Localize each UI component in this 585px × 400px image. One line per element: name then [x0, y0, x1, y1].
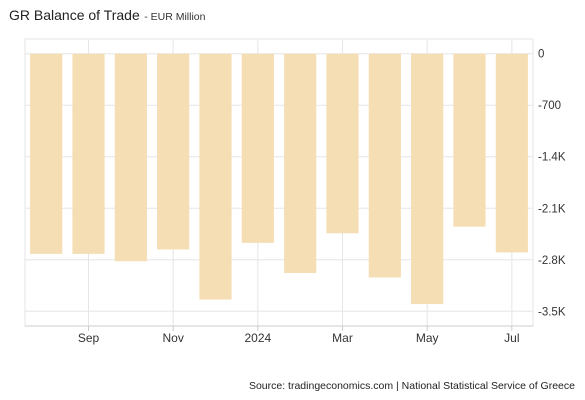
y-tick-label: -2.1K	[538, 203, 566, 215]
bar	[495, 53, 528, 253]
chart-title: GR Balance of Trade	[9, 7, 140, 23]
y-tick-label: -1.4K	[538, 152, 566, 164]
x-tick-label: Nov	[162, 331, 183, 345]
x-tick-label: Sep	[78, 331, 100, 345]
x-tick-label: May	[416, 331, 439, 345]
x-tick-label: 2024	[244, 331, 271, 345]
bar	[199, 53, 232, 300]
bar	[453, 53, 486, 227]
bar	[241, 53, 274, 243]
bar	[326, 53, 359, 234]
y-tick-label: 0	[538, 49, 544, 61]
bar	[368, 53, 401, 278]
bar	[72, 53, 105, 254]
x-tick-label: Mar	[332, 331, 353, 345]
bar	[157, 53, 190, 250]
source-caption: Source: tradingeconomics.com | National …	[248, 380, 575, 392]
chart-subtitle: EUR Million	[150, 11, 206, 23]
y-tick-label: -2.8K	[538, 255, 566, 267]
bar	[284, 53, 317, 274]
y-tick-label: -700	[538, 100, 561, 112]
bar	[114, 53, 147, 262]
x-tick-label: Jul	[504, 331, 519, 345]
chart-title-row: GR Balance of Trade - EUR Million	[9, 7, 206, 23]
bar	[411, 53, 444, 304]
y-tick-label: -3.5K	[538, 306, 566, 318]
bar	[30, 53, 63, 254]
